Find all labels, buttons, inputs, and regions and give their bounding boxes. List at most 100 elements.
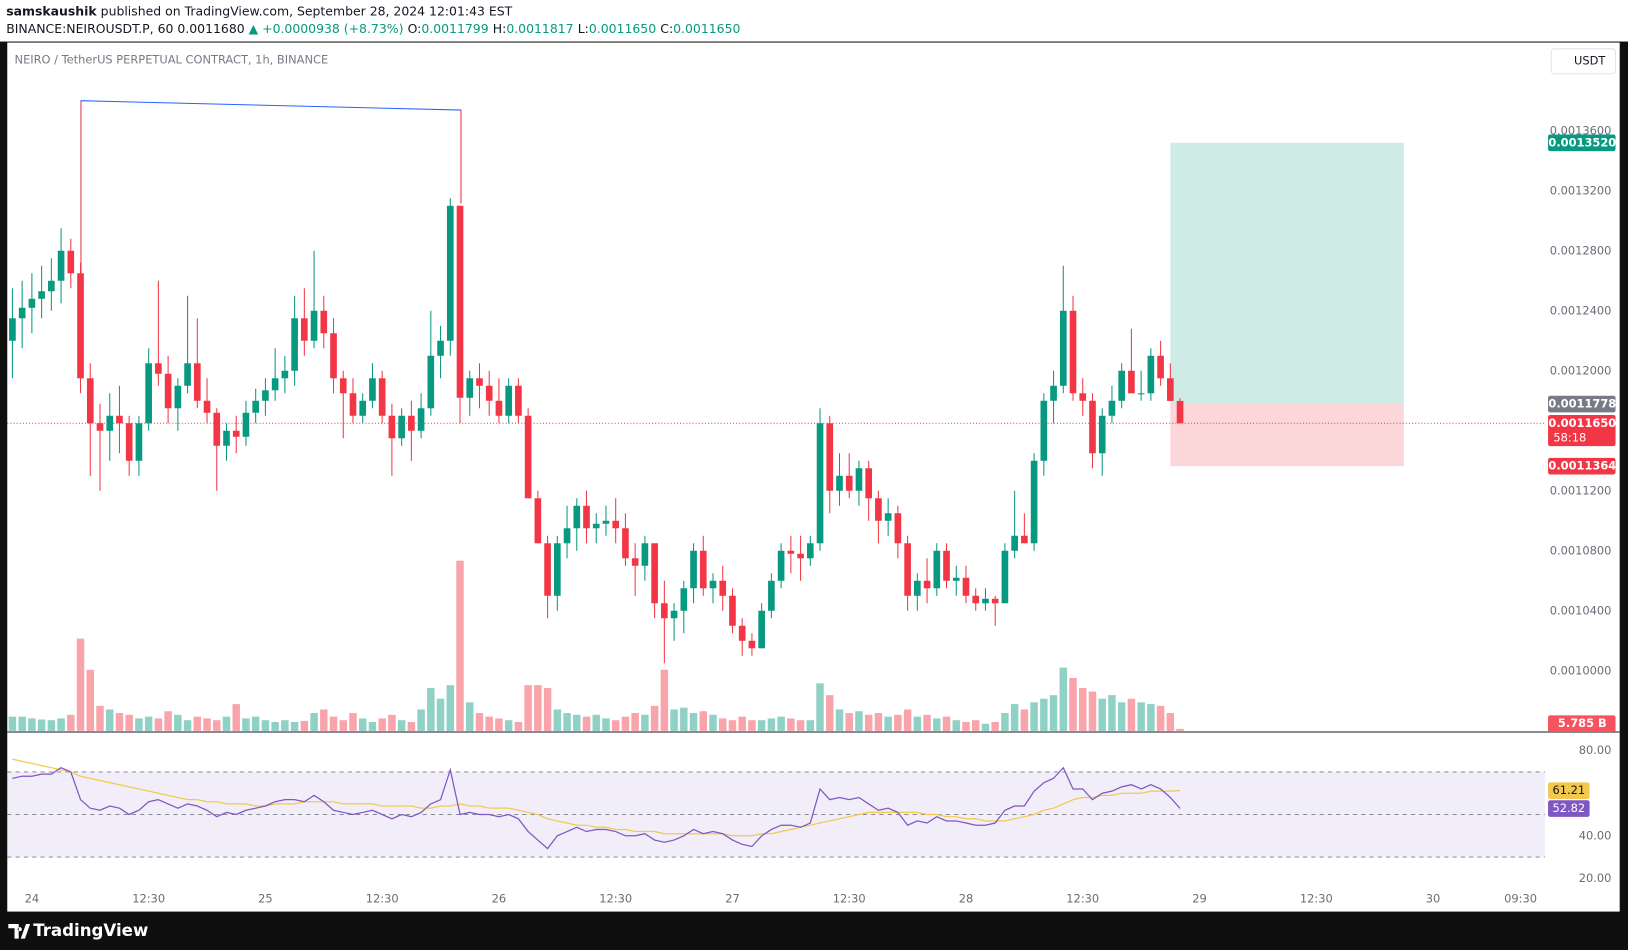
x-tick-label: 25	[258, 892, 273, 906]
candle-body	[1118, 370, 1125, 401]
candle-body	[1069, 310, 1077, 394]
volume-bar	[37, 719, 46, 731]
volume-bar	[524, 685, 532, 731]
volume-bar	[971, 720, 980, 731]
candle-body	[388, 415, 396, 439]
last-price-badge: 0.0011650	[1548, 416, 1616, 430]
candle-body	[184, 363, 191, 386]
rsi-badge-bg	[1548, 782, 1590, 799]
volume-bar	[913, 716, 922, 731]
volume-bar	[631, 713, 639, 731]
candle-body	[670, 610, 678, 619]
rsi-badge: 61.21	[1552, 783, 1585, 797]
volume-bar	[213, 720, 221, 731]
volume-bar	[300, 720, 309, 731]
candle-body	[787, 550, 795, 554]
y-tick-label: 0.0012800	[1550, 243, 1612, 257]
candle-body	[534, 498, 542, 544]
candle-body	[339, 378, 347, 394]
candle-body	[145, 363, 152, 424]
ohlc-key: H:	[493, 21, 507, 36]
stop-zone	[1170, 404, 1404, 467]
y-tick-label: 0.0013200	[1550, 183, 1612, 197]
volume-bar	[1176, 728, 1184, 731]
x-tick-label: 12:30	[833, 892, 866, 906]
volume-bar	[641, 714, 649, 731]
volume-bar	[894, 714, 902, 731]
volume-bar	[1001, 713, 1009, 731]
brand: TradingView	[33, 921, 148, 940]
candle-body	[67, 250, 75, 274]
volume-bar	[388, 714, 396, 731]
volume-bar	[251, 716, 260, 731]
x-tick-label: 12:30	[1300, 892, 1333, 906]
ohlc-key: O:	[408, 21, 422, 36]
volume-bar	[1079, 688, 1087, 731]
candle-body	[563, 528, 571, 544]
volume-bar	[845, 713, 853, 731]
last-price-badge-bg	[1548, 414, 1616, 447]
candle-body	[758, 610, 765, 649]
candle-body	[427, 355, 435, 409]
candle-body	[622, 528, 629, 559]
volume-bar	[76, 638, 85, 731]
y-tick-label: 0.0011200	[1550, 483, 1612, 497]
volume-bar	[86, 669, 95, 731]
y-tick-label: 0.0012400	[1550, 303, 1612, 317]
volume-bar	[242, 718, 250, 731]
candle-body	[135, 423, 143, 461]
candle-body	[9, 318, 16, 341]
candle-body	[1021, 535, 1028, 544]
candle-body	[651, 543, 658, 604]
entry-badge-bg	[1548, 395, 1616, 413]
volume-bar	[183, 720, 192, 731]
y-tick-label: 0.0012000	[1550, 363, 1612, 377]
x-tick-label: 29	[1192, 892, 1207, 906]
candle-body	[125, 423, 133, 461]
candle-body	[777, 550, 785, 581]
candle-body	[1128, 370, 1135, 394]
volume-bar	[358, 718, 367, 731]
candle-body	[1040, 400, 1048, 461]
candle-body	[213, 412, 221, 446]
volume-bar	[816, 683, 824, 731]
volume-bar	[310, 713, 318, 731]
candle-body	[1098, 415, 1106, 454]
candle-body	[203, 400, 211, 413]
volume-bar	[991, 721, 999, 731]
price: 0.0011680	[177, 21, 244, 36]
candle-body	[116, 415, 123, 424]
candle-body	[77, 273, 84, 379]
volume-bar	[514, 721, 523, 731]
rsi-tick-label: 80.00	[1579, 743, 1612, 757]
candle-body	[223, 430, 230, 446]
currency-button[interactable]	[1550, 48, 1617, 75]
currency[interactable]: USDT	[1574, 54, 1605, 68]
candle-body	[1079, 393, 1087, 401]
volume-bar	[1117, 702, 1126, 731]
candle-body	[18, 307, 26, 319]
volume-bar	[281, 720, 289, 731]
candle-body	[1137, 393, 1145, 395]
candle-body	[48, 280, 55, 292]
x-tick-label: 27	[725, 892, 740, 906]
volume-badge: 5.785 B	[1558, 716, 1607, 730]
volume-bar	[728, 720, 737, 731]
candle-body	[1147, 355, 1155, 394]
volume-bar	[1059, 667, 1068, 731]
candle-body	[797, 553, 804, 559]
ohlc-key: C:	[660, 21, 673, 36]
ohlc-value: 0.0011799	[421, 21, 488, 36]
volume-bar	[446, 685, 455, 731]
chart-title: NEIRO / TetherUS PERPETUAL CONTRACT, 1h,…	[15, 53, 329, 67]
candle-body	[1089, 400, 1096, 454]
countdown: 58:18	[1553, 430, 1586, 444]
volume-bar	[933, 718, 941, 731]
candle-body	[281, 370, 289, 379]
volume-bar	[290, 721, 299, 731]
target-badge-bg	[1548, 134, 1616, 152]
y-tick-label: 0.0013600	[1550, 123, 1612, 137]
x-tick-label: 12:30	[366, 892, 399, 906]
volume-bar	[28, 718, 36, 731]
